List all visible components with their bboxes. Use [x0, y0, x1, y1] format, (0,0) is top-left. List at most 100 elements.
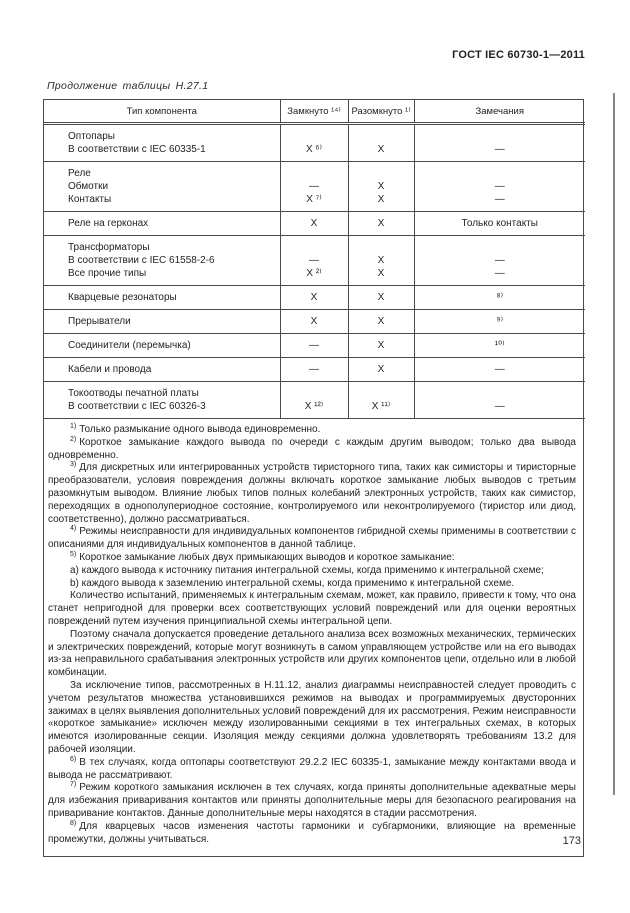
footnote-marker: 5): [70, 550, 77, 558]
remark-value: —: [494, 194, 505, 205]
open-value: X: [377, 194, 385, 205]
footnote-marker: 4): [70, 525, 77, 533]
open-value: X: [377, 364, 385, 375]
component-sub-windings: Обмотки: [68, 181, 109, 192]
component-sub-contacts: Контакты: [68, 194, 112, 205]
footnote-5-item-b: b) каждого вывода к заземлению интеграль…: [48, 578, 576, 591]
footnote-text: a) каждого вывода к источнику питания ин…: [70, 564, 544, 576]
open-value: X: [377, 268, 385, 279]
col-header-closed: Замкнуто ¹⁴⁾: [280, 100, 349, 125]
open-value: X: [377, 292, 385, 303]
footnote-5-para-exception: За исключение типов, рассмотренных в Н.1…: [48, 680, 576, 757]
table-row-transformers: Трансформаторы В соответствии с IEC 6155…: [44, 235, 585, 286]
page-number: 173: [562, 835, 581, 847]
closed-value: —: [309, 364, 319, 375]
standard-code-header: ГОСТ IEC 60730-1—2011: [452, 49, 585, 61]
remark-footnote-ref: ⁹⁾: [496, 316, 504, 327]
col-header-remarks: Замечания: [414, 100, 585, 125]
remark-value: Только контакты: [461, 218, 538, 229]
table-footnotes: 1) Только размыкание одного вывода единов…: [44, 419, 583, 856]
component-name: Реле на герконах: [68, 218, 149, 229]
component-name: Кабели и провода: [68, 364, 152, 375]
col-header-open: Разомкнуто ¹⁾: [348, 100, 415, 125]
closed-value: X: [310, 316, 318, 327]
table-row-reed-relays: Реле на герконах X X Только контакты: [44, 211, 585, 236]
footnote-text: Для кварцевых часов изменения частоты га…: [48, 820, 576, 845]
footnote-8: 8) Для кварцевых часов изменения частоты …: [48, 819, 576, 847]
closed-value: X ⁷⁾: [306, 194, 322, 205]
component-name: Трансформаторы: [68, 242, 150, 253]
footnote-5-para-tests: Количество испытаний, применяемых к инте…: [48, 590, 576, 628]
open-value: X ¹¹⁾: [371, 401, 391, 412]
component-standard-ref: В соответствии с IEC 60326-3: [68, 401, 206, 412]
footnote-5: 5) Короткое замыкание любых двух примыкаю…: [48, 550, 576, 565]
footnote-marker: 1): [70, 423, 77, 430]
remark-value: —: [494, 401, 505, 412]
table-row-optocouplers: Оптопары В соответствии с IEC 60335-1 X …: [44, 123, 585, 162]
remark-value: —: [494, 268, 505, 279]
component-standard-ref: В соответствии с IEC 60335-1: [68, 144, 206, 155]
footnote-text: Количество испытаний, применяемых к инте…: [48, 590, 576, 627]
closed-value: —: [309, 255, 319, 266]
footnote-5-para-analysis: Поэтому сначала допускается проведение д…: [48, 629, 576, 680]
table-header-row: Тип компонента Замкнуто ¹⁴⁾ Разомкнуто ¹…: [44, 100, 585, 125]
closed-value: X ¹²⁾: [304, 401, 324, 412]
footnote-text: За исключение типов, рассмотренных в Н.1…: [48, 679, 576, 755]
remark-value: —: [494, 181, 505, 192]
open-value: X: [377, 144, 385, 155]
closed-value: X ²⁾: [306, 268, 322, 279]
closed-value: X ⁶⁾: [305, 144, 323, 155]
table-row-interrupters: Прерыватели X X ⁹⁾: [44, 309, 585, 334]
remark-value: —: [494, 255, 505, 266]
table-row-connectors: Соединители (перемычка) — X ¹⁰⁾: [44, 333, 585, 358]
component-name: Соединители (перемычка): [68, 340, 191, 351]
scan-artifact-line: [613, 93, 615, 795]
table-row-quartz-resonators: Кварцевые резонаторы X X ⁸⁾: [44, 285, 585, 310]
footnote-1: 1) Только размыкание одного вывода единов…: [48, 423, 576, 437]
remark-value: —: [494, 364, 505, 375]
footnote-5-item-a: a) каждого вывода к источнику питания ин…: [48, 565, 576, 578]
component-name: Прерыватели: [68, 316, 131, 327]
component-fault-modes-table: Тип компонента Замкнуто ¹⁴⁾ Разомкнуто ¹…: [44, 100, 585, 419]
table-continuation-caption: Продолжение таблицы Н.27.1: [47, 80, 209, 92]
remark-footnote-ref: ¹⁰⁾: [494, 340, 505, 351]
open-value: X: [377, 255, 385, 266]
footnote-text: Для дискретных или интегрированных устро…: [48, 462, 576, 525]
footnote-marker: 2): [70, 435, 77, 443]
footnote-text: Режимы неисправности для индивидуальных …: [48, 526, 576, 551]
table-row-relays: Реле Обмотки Контакты — X ⁷⁾ X X — —: [44, 161, 585, 212]
component-name: Кварцевые резонаторы: [68, 292, 177, 303]
footnote-text: Короткое замыкание любых двух примыкающи…: [79, 551, 455, 563]
footnote-text: Поэтому сначала допускается проведение д…: [48, 628, 576, 679]
footnote-2: 2) Короткое замыкание каждого вывода по о…: [48, 435, 576, 463]
remark-footnote-ref: ⁸⁾: [496, 292, 504, 303]
component-sub-other-types: Все прочие типы: [68, 268, 147, 279]
footnote-text: Только размыкание одного вывода единовре…: [79, 424, 321, 435]
open-value: X: [377, 218, 385, 229]
closed-value: X: [310, 218, 318, 229]
footnote-text: b) каждого вывода к заземлению интеграль…: [70, 577, 515, 589]
col-header-component-type: Тип компонента: [44, 100, 281, 125]
footnote-marker: 6): [70, 755, 77, 763]
open-value: X: [377, 181, 385, 192]
footnote-6: 6) В тех случаях, когда оптопары соответс…: [48, 755, 576, 783]
footnote-marker: 3): [70, 461, 77, 469]
footnote-text: Режим короткого замыкания исключен в тех…: [48, 782, 576, 819]
component-name: Токоотводы печатной платы: [68, 388, 199, 399]
footnote-3: 3) Для дискретных или интегрированных уст…: [48, 461, 576, 526]
remark-value: —: [494, 144, 505, 155]
footnote-7: 7) Режим короткого замыкания исключен в т…: [48, 781, 576, 820]
footnote-text: В тех случаях, когда оптопары соответств…: [48, 756, 576, 781]
footnote-4: 4) Режимы неисправности для индивидуальны…: [48, 525, 576, 552]
footnote-marker: 7): [70, 781, 77, 789]
footnote-text: Короткое замыкание каждого вывода по оче…: [48, 436, 576, 461]
component-name: Реле: [68, 168, 91, 179]
closed-value: —: [309, 340, 319, 351]
table-row-cables-wires: Кабели и провода — X —: [44, 357, 585, 382]
component-standard-ref: В соответствии с IEC 61558-2-6: [68, 255, 215, 266]
component-name: Оптопары: [68, 131, 115, 142]
table-frame: Тип компонента Замкнуто ¹⁴⁾ Разомкнуто ¹…: [43, 99, 585, 858]
open-value: X: [377, 340, 385, 351]
footnote-marker: 8): [70, 819, 77, 827]
